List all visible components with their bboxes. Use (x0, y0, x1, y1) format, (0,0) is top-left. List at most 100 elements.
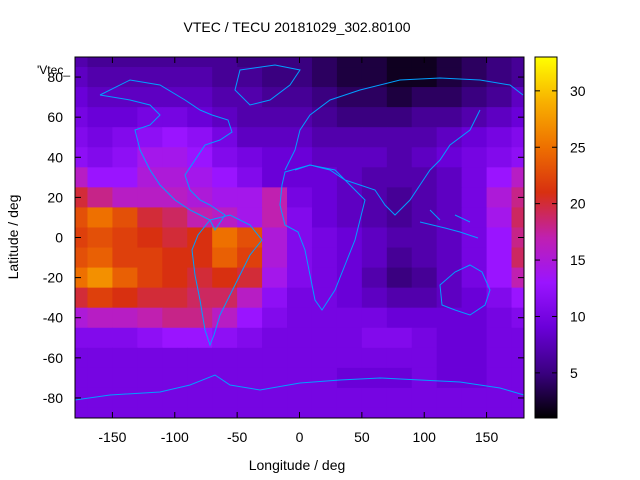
heatmap-cell (187, 327, 213, 349)
heatmap-cell (486, 187, 513, 209)
heatmap-cell (436, 367, 463, 389)
heatmap-cell (361, 147, 388, 168)
heatmap-cell (311, 387, 338, 409)
heatmap-cell (187, 227, 213, 249)
heatmap-cell (461, 227, 488, 249)
heatmap-cell (486, 207, 513, 229)
colorbar-tick-label: 10 (570, 308, 586, 324)
heatmap-cell (311, 57, 338, 68)
x-axis-ticks: -150 -100 -50 0 50 100 150 (98, 57, 498, 445)
heatmap-cell (461, 287, 488, 309)
heatmap-cell (137, 247, 163, 269)
heatmap-cell (511, 287, 524, 309)
heatmap-cell (112, 127, 138, 148)
colorbar-tick-label: 20 (570, 196, 586, 212)
heatmap-cell (361, 307, 388, 329)
colorbar-ticks: 5 10 15 20 25 30 (535, 83, 586, 381)
colorbar (534, 56, 558, 419)
heatmap-cell (386, 347, 413, 369)
heatmap-cell (411, 127, 438, 148)
heatmap-cell (486, 267, 513, 289)
heatmap-cell (75, 127, 89, 148)
heatmap-cell (436, 167, 463, 188)
heatmap-cell (212, 57, 238, 68)
heatmap-cell (87, 107, 114, 128)
heatmap-cell (212, 367, 238, 389)
heatmap-cell (336, 107, 363, 128)
heatmap-cell (386, 147, 413, 168)
heatmap-cell (411, 287, 438, 309)
coastline-africa (279, 164, 366, 311)
y-tick-label: 40 (47, 149, 63, 165)
heatmap-cell (137, 387, 163, 409)
heatmap-cell (336, 407, 363, 418)
heatmap-cell (336, 67, 363, 88)
heatmap-cell (237, 147, 263, 168)
heatmap-cell (212, 407, 238, 418)
heatmap-cell (461, 407, 488, 418)
coastline-australia (439, 264, 491, 316)
heatmap-cell (162, 267, 188, 289)
heatmap-cell (411, 87, 438, 108)
heatmap-cell (287, 247, 313, 269)
heatmap-cell (361, 107, 388, 128)
heatmap-cell (461, 147, 488, 168)
heatmap-cell (112, 267, 138, 289)
heatmap-cell (411, 247, 438, 269)
heatmap-cell (436, 207, 463, 229)
x-tick-label: -100 (161, 429, 189, 445)
y-tick-label: -20 (43, 270, 63, 286)
heatmap-cell (336, 367, 363, 389)
heatmap-cell (361, 247, 388, 269)
heatmap-cell (461, 207, 488, 229)
heatmap-cell (411, 307, 438, 329)
heatmap-cell (486, 407, 513, 418)
heatmap-cell (461, 87, 488, 108)
heatmap-cell (262, 167, 288, 188)
heatmap-cell (262, 247, 288, 269)
heatmap-cell (187, 407, 213, 418)
y-tick-label: 60 (47, 109, 63, 125)
heatmap-cell (262, 267, 288, 289)
coastlines (75, 64, 524, 401)
heatmap-cell (411, 347, 438, 369)
chart-title: VTEC / TECU 20181029_302.80100 (183, 19, 410, 35)
colorbar-tick-label: 15 (570, 252, 586, 268)
heatmap-cell (336, 187, 363, 209)
heatmap-cell (75, 67, 89, 88)
heatmap-cell (511, 227, 524, 249)
heatmap-cell (237, 107, 263, 128)
heatmap-cell (386, 67, 413, 88)
y-tick-label: -40 (43, 310, 63, 326)
heatmap-cell (112, 57, 138, 68)
heatmap-cell (212, 167, 238, 188)
heatmap-cell (237, 87, 263, 108)
heatmap-cell (75, 187, 89, 209)
heatmap-cell (486, 107, 513, 128)
heatmap-cell (411, 227, 438, 249)
heatmap-cell (212, 187, 238, 209)
heatmap-cell (511, 127, 524, 148)
heatmap-cell (112, 87, 138, 108)
heatmap-cell (461, 127, 488, 148)
heatmap-cell (112, 167, 138, 188)
heatmap-cell (262, 127, 288, 148)
heatmap-cell (461, 107, 488, 128)
heatmap-cell (212, 227, 238, 249)
heatmap-cell (411, 107, 438, 128)
heatmap-cell (386, 247, 413, 269)
heatmap-cell (461, 307, 488, 329)
heatmap-cell (311, 247, 338, 269)
heatmap-cell (162, 347, 188, 369)
heatmap-cell (486, 367, 513, 389)
heatmap-cell (511, 247, 524, 269)
heatmap-cell (436, 407, 463, 418)
colorbar-tick-label: 25 (570, 139, 586, 155)
heatmap-cell (112, 247, 138, 269)
heatmap-cell (411, 267, 438, 289)
heatmap-cell (237, 227, 263, 249)
heatmap-cell (212, 307, 238, 329)
heatmap-cell (75, 167, 89, 188)
heatmap-cell (436, 227, 463, 249)
heatmap-cell (486, 167, 513, 188)
